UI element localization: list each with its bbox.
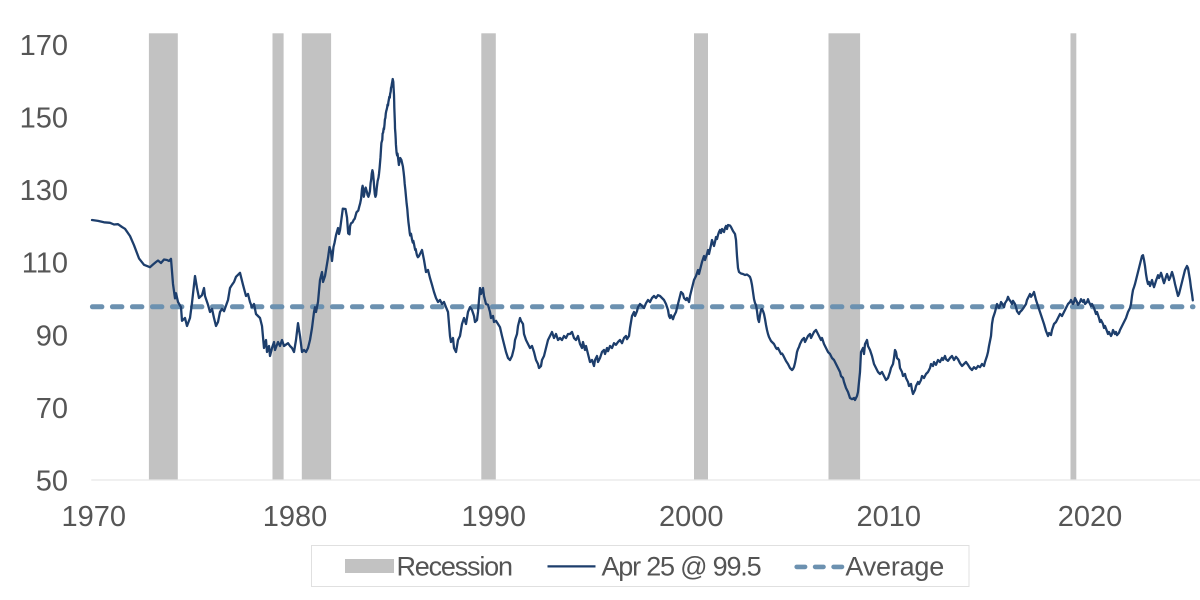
svg-text:90: 90: [36, 320, 68, 352]
svg-text:170: 170: [20, 30, 68, 62]
svg-text:1980: 1980: [263, 501, 328, 533]
svg-text:2010: 2010: [856, 501, 921, 533]
svg-text:70: 70: [36, 393, 68, 425]
svg-text:1990: 1990: [461, 501, 526, 533]
svg-text:Recession: Recession: [397, 551, 512, 581]
svg-text:150: 150: [20, 103, 68, 135]
svg-text:130: 130: [20, 175, 68, 207]
svg-text:2020: 2020: [1058, 501, 1123, 533]
svg-text:Apr 25 @ 99.5: Apr 25 @ 99.5: [602, 551, 761, 581]
svg-text:Average: Average: [845, 551, 944, 581]
svg-text:1970: 1970: [61, 501, 126, 533]
svg-text:110: 110: [22, 248, 68, 280]
svg-text:2000: 2000: [659, 501, 724, 533]
svg-text:50: 50: [36, 466, 68, 498]
